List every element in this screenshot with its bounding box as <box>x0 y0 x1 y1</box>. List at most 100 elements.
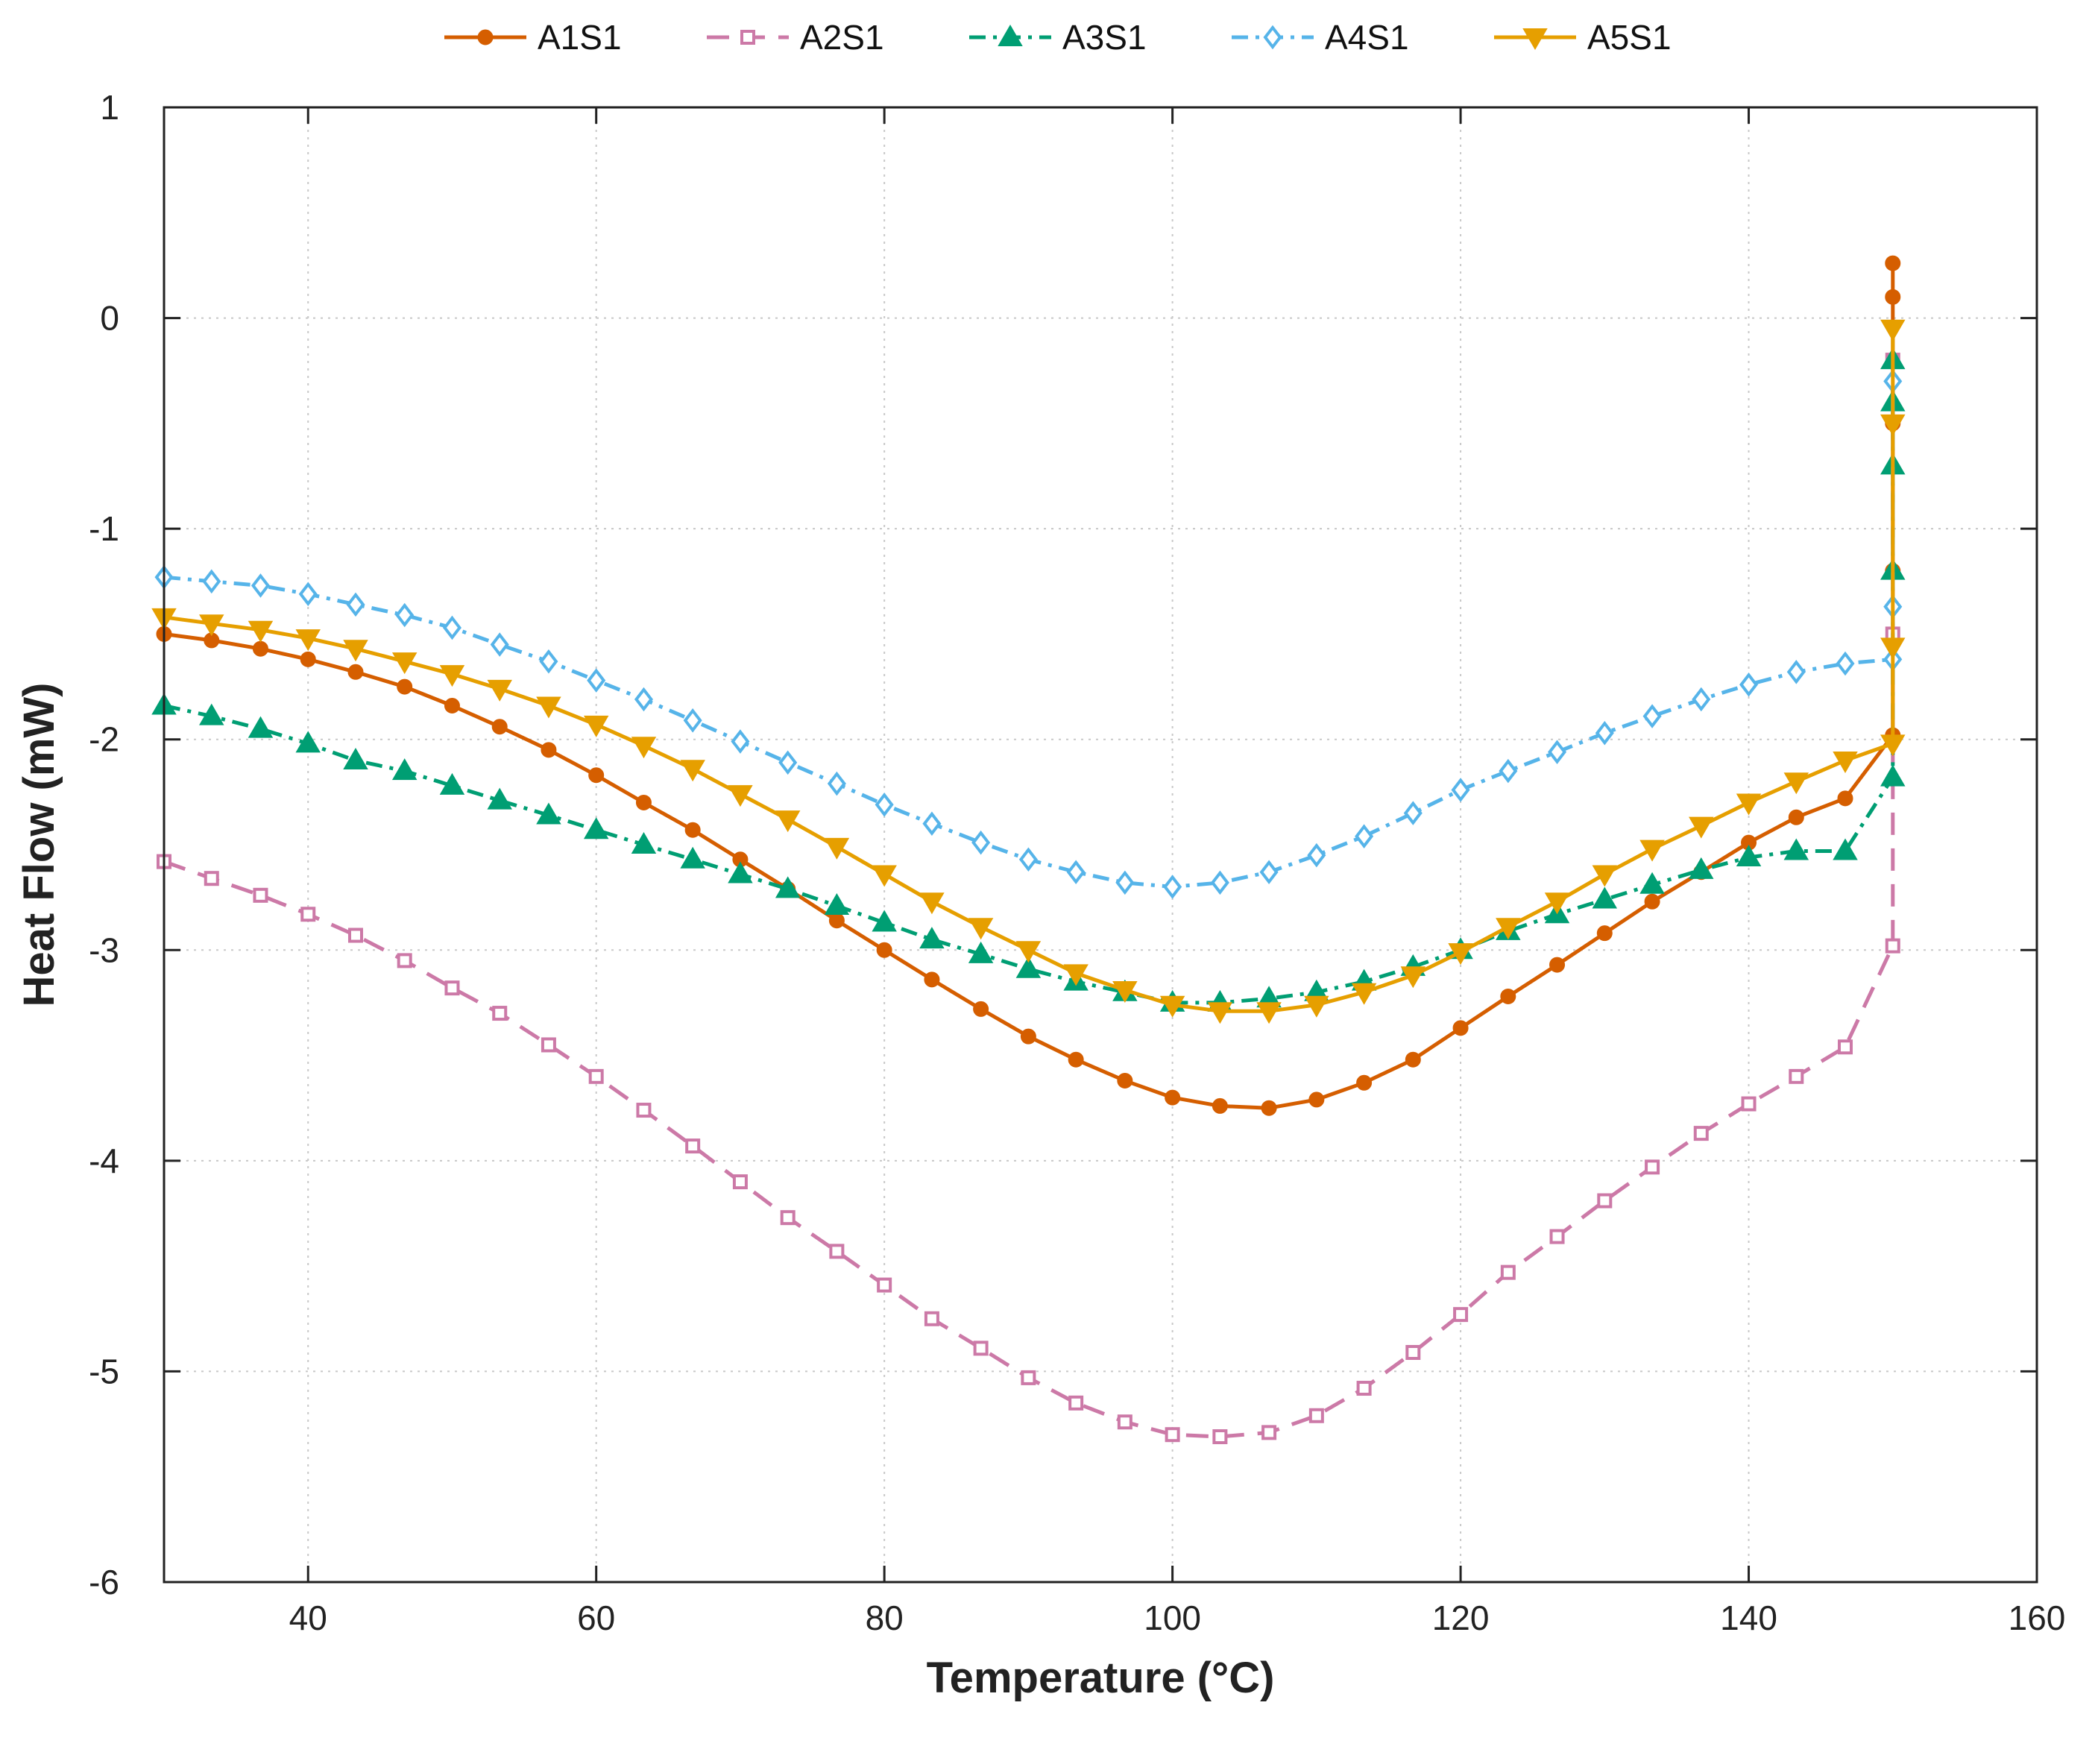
series-a2s1-point <box>1645 1159 1660 1175</box>
series-a4s1-point <box>1451 778 1470 802</box>
series-a2s1-point <box>1356 1381 1372 1396</box>
series-a2s1-point <box>1741 1096 1757 1112</box>
series-a1s1-line <box>163 263 1895 1110</box>
series-a2s1-point <box>780 1210 796 1226</box>
series-a4s1-point <box>1210 870 1229 895</box>
x-tick-label: 160 <box>2009 1598 2066 1637</box>
series-a2s1-point <box>1885 938 1900 954</box>
series-a2s1-point <box>1308 1408 1324 1423</box>
series-a4s1-point <box>1018 847 1038 872</box>
series-a3s1-point <box>1783 838 1809 860</box>
legend-item-a4s1-point <box>1263 25 1282 50</box>
series-a1s1-point <box>973 1001 989 1017</box>
x-tick-label: 40 <box>289 1598 327 1637</box>
series-a2s1-point <box>588 1068 604 1084</box>
legend-item-a2s1-point <box>740 30 755 45</box>
series-a3s1-point <box>872 910 897 932</box>
series-a4s1-point <box>971 830 991 855</box>
series-a1s1-point <box>924 971 940 988</box>
series-a5s1-point <box>1112 980 1138 1003</box>
series-a1s1-point <box>635 794 652 810</box>
legend-item-a4s1: A4S1 <box>1232 18 1409 57</box>
series-a2s1-point <box>347 927 363 943</box>
series-a3s1-point <box>1689 857 1714 879</box>
legend: A1S1 A2S1 A3S1 A4S1 A5S1 <box>444 18 1672 57</box>
series-a5s1-point <box>680 760 705 782</box>
series-a5s1-point <box>1880 414 1906 436</box>
y-tick-label: 1 <box>100 88 119 127</box>
series-a1s1-point <box>1644 893 1660 910</box>
series-a1s1-point <box>1885 289 1901 305</box>
series-a4s1-point <box>1786 660 1806 684</box>
y-tick-label: -1 <box>89 509 119 548</box>
series-a2s1-point <box>1405 1344 1421 1360</box>
series-a4s1-point <box>1259 860 1279 885</box>
series-a3s1-point <box>583 817 609 840</box>
series-a4s1-point <box>634 687 653 712</box>
series-a1s1-point <box>1405 1051 1421 1068</box>
series-a3s1-point <box>295 731 321 753</box>
series-a3s1-point <box>1880 764 1906 787</box>
series-a3s1-line <box>163 360 1895 1005</box>
x-tick-label: 120 <box>1432 1598 1490 1637</box>
series-a4s1-point <box>1163 875 1182 899</box>
series-a1s1-point <box>876 942 892 958</box>
series-a4s1-point <box>251 573 270 598</box>
series-a2s1-point <box>1068 1395 1084 1411</box>
series-a5s1-point <box>1783 772 1809 795</box>
series-a3s1-point <box>1639 872 1665 894</box>
legend-item-a3s1: A3S1 <box>969 18 1147 57</box>
series-a5s1-point <box>872 865 897 887</box>
series-a3s1-point <box>919 927 945 949</box>
legend-item-a2s1-label: A2S1 <box>800 18 884 57</box>
series-a4s1-point <box>1595 720 1614 746</box>
series-a1s1-point <box>1549 957 1566 973</box>
series-a2s1-point <box>541 1037 556 1053</box>
series-a1s1-point <box>252 640 268 657</box>
series-a2s1-point <box>444 980 460 996</box>
series-a1s1-point <box>1885 255 1901 271</box>
series-a4s1-point <box>1548 740 1567 764</box>
series-a5s1-point <box>487 679 512 702</box>
series-a5s1-point <box>199 614 224 637</box>
series-layer <box>151 255 1906 1445</box>
series-a3s1-point <box>391 758 418 781</box>
series-a5s1-point <box>919 892 945 915</box>
series-a2s1 <box>157 353 1900 1445</box>
series-a3s1-point <box>536 802 561 825</box>
series-a1s1-point <box>588 767 605 784</box>
y-tick-label: -3 <box>89 930 119 969</box>
series-a2s1-point <box>1165 1427 1180 1443</box>
series-a3s1-point <box>1833 838 1858 860</box>
series-a5s1-point <box>968 918 994 940</box>
legend-item-a3s1-point <box>998 24 1023 46</box>
series-a1s1-point <box>444 698 460 714</box>
series-a4s1-point <box>1115 870 1135 895</box>
series-a3s1-point <box>487 787 512 810</box>
series-a1s1-point <box>491 719 508 735</box>
series-a1s1-point <box>1212 1097 1228 1114</box>
series-a5s1-point <box>1689 816 1714 839</box>
series-a5s1-point <box>1496 918 1521 940</box>
series-a2s1-point <box>924 1311 939 1326</box>
series-a2s1-point <box>1453 1307 1469 1323</box>
series-a3s1-point <box>824 892 850 915</box>
legend-item-a1s1-label: A1S1 <box>538 18 622 57</box>
series-a2s1-point <box>636 1103 652 1118</box>
series-a2s1-point <box>492 1006 508 1021</box>
series-a4s1-point <box>298 582 318 607</box>
x-tick-label: 80 <box>866 1598 904 1637</box>
y-tick-label: -2 <box>89 720 119 759</box>
series-a1s1-point <box>1117 1072 1133 1089</box>
legend-item-a5s1: A5S1 <box>1494 18 1672 57</box>
series-a4s1-line <box>163 381 1895 889</box>
series-a3s1-point <box>343 747 368 769</box>
x-tick-label: 60 <box>577 1598 615 1637</box>
series-a1s1-point <box>347 664 364 680</box>
series-a2s1-point <box>732 1174 748 1190</box>
series-a5s1-point <box>583 715 609 737</box>
legend-item-a3s1-label: A3S1 <box>1062 18 1147 57</box>
series-a4s1-point <box>1739 672 1759 697</box>
x-axis-label: Temperature (°C) <box>927 1654 1275 1702</box>
